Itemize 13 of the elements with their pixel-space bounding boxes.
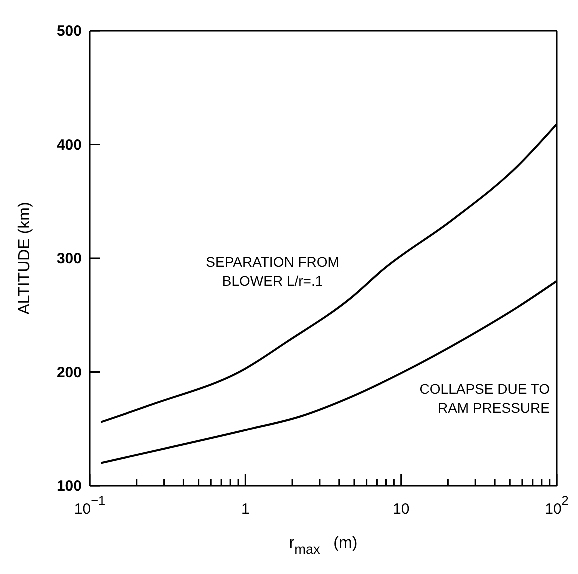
y-tick-label: 300	[56, 250, 82, 268]
x-tick-label: 1	[241, 501, 250, 518]
y-tick-label: 400	[56, 136, 82, 154]
x-tick-label: 10$^{2}$	[545, 492, 569, 518]
x-tick-label: 10	[392, 501, 410, 518]
annotation: COLLAPSE DUE TO RAM PRESSURE	[420, 381, 550, 416]
y-tick-label: 100	[56, 478, 82, 495]
y-tick-label: 500	[56, 23, 82, 40]
x-tick-label: 10$^{−1}$	[74, 492, 106, 518]
y-axis-title: ALTITUDE (km)	[16, 202, 34, 315]
annotation: SEPARATION FROM BLOWER L/r=.1	[206, 254, 340, 290]
y-tick-label: 200	[56, 364, 82, 382]
x-axis-title: r$_{max}$ (m)	[289, 535, 358, 557]
